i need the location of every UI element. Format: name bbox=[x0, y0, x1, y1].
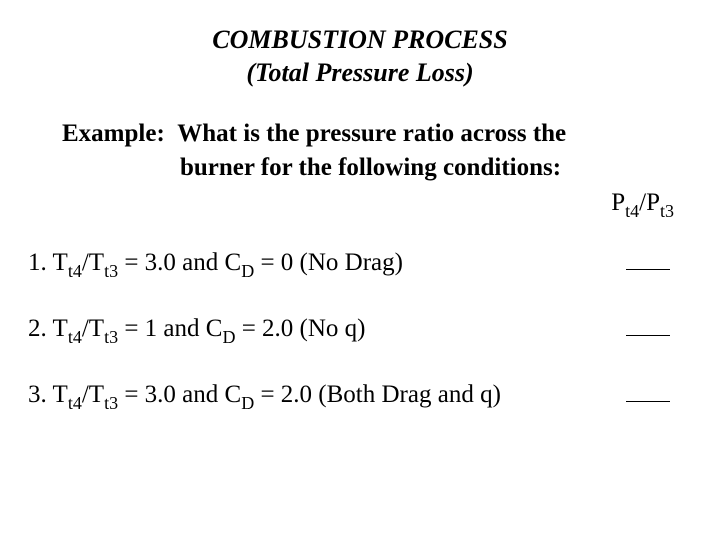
slide-title: COMBUSTION PROCESS (Total Pressure Loss) bbox=[24, 24, 696, 89]
item-text: 2. Tt4/Tt3 = 1 and CD = 2.0 (No q) bbox=[28, 315, 366, 347]
list-item: 1. Tt4/Tt3 = 3.0 and CD = 0 (No Drag) bbox=[24, 249, 696, 281]
slide-page: COMBUSTION PROCESS (Total Pressure Loss)… bbox=[0, 0, 720, 413]
example-question: Example: What is the pressure ratio acro… bbox=[62, 117, 696, 185]
ratio-P1: P bbox=[611, 189, 625, 216]
example-line-1: What is the pressure ratio across the bbox=[177, 120, 566, 147]
item-text: 1. Tt4/Tt3 = 3.0 and CD = 0 (No Drag) bbox=[28, 249, 403, 281]
answer-blank bbox=[626, 335, 670, 336]
example-line-2: burner for the following conditions: bbox=[62, 154, 561, 181]
list-item: 3. Tt4/Tt3 = 3.0 and CD = 2.0 (Both Drag… bbox=[24, 381, 696, 413]
ratio-sub-t3: t3 bbox=[660, 201, 674, 221]
item-list: 1. Tt4/Tt3 = 3.0 and CD = 0 (No Drag) 2.… bbox=[24, 249, 696, 413]
title-line-1: COMBUSTION PROCESS bbox=[212, 25, 507, 54]
ratio-sub-t4: t4 bbox=[625, 201, 639, 221]
answer-blank bbox=[626, 401, 670, 402]
item-text: 3. Tt4/Tt3 = 3.0 and CD = 2.0 (Both Drag… bbox=[28, 381, 501, 413]
list-item: 2. Tt4/Tt3 = 1 and CD = 2.0 (No q) bbox=[24, 315, 696, 347]
ratio-header: Pt4/Pt3 bbox=[24, 189, 674, 221]
title-line-2: (Total Pressure Loss) bbox=[246, 58, 473, 87]
example-prefix: Example: bbox=[62, 120, 165, 147]
answer-blank bbox=[626, 269, 670, 270]
ratio-slash-P2: /P bbox=[639, 189, 660, 216]
